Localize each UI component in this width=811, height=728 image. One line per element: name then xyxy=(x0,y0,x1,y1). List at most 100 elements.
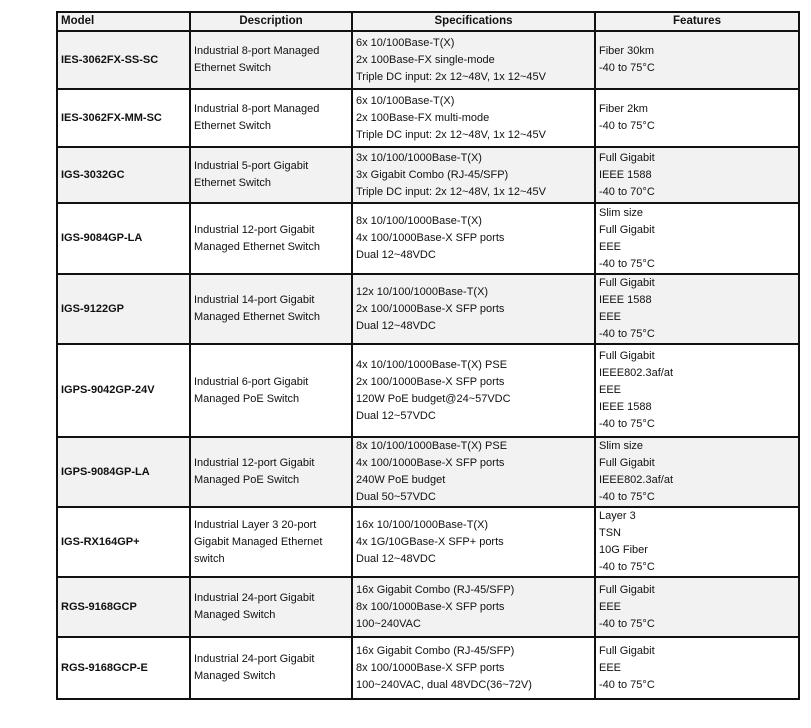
table-row: RGS-9168GCP Industrial 24-port Gigabit Ma… xyxy=(56,576,800,638)
spec-line: 16x Gigabit Combo (RJ-45/SFP) xyxy=(356,644,515,657)
spec-line: 16x 10/100/1000Base-T(X) xyxy=(356,518,489,531)
spec-line: 4x 10/100/1000Base-T(X) PSE xyxy=(356,358,508,371)
feature-line: Full Gigabit xyxy=(599,350,655,362)
features-cell: Full Gigabit IEEE 1588 EEE -40 to 75°C xyxy=(594,273,800,345)
specifications-cell: 8x 10/100/1000Base-T(X) 4x 100/1000Base-X… xyxy=(351,202,596,275)
table-row: IGPS-9084GP-LA Industrial 12-port Gigabit… xyxy=(56,436,800,508)
feature-line: -40 to 75°C xyxy=(599,257,655,270)
spec-line: 3x Gigabit Combo (RJ-45/SFP) xyxy=(356,168,509,181)
spec-line: 4x 100/1000Base-X SFP ports xyxy=(356,232,505,244)
feature-line: Fiber 30km xyxy=(599,45,655,57)
table-row: IGS-RX164GP+ Industrial Layer 3 20-port G… xyxy=(56,506,800,578)
spec-line: Dual 50~57VDC xyxy=(356,491,436,503)
spec-line: Dual 12~57VDC xyxy=(356,409,436,422)
table-row: IGS-3032GC Industrial 5-port Gigabit Ethe… xyxy=(56,146,800,204)
specifications-cell: 6x 10/100Base-T(X) 2x 100Base-FX multi-mo… xyxy=(351,88,596,148)
header-features: Features xyxy=(594,11,800,32)
spec-line: 8x 100/1000Base-X SFP ports xyxy=(356,661,505,674)
spec-line: 2x 100Base-FX single-mode xyxy=(356,53,495,66)
spec-line: Triple DC input: 2x 12~48V, 1x 12~45V xyxy=(356,185,546,198)
feature-line: Full Gigabit xyxy=(599,583,655,596)
model-cell: IGPS-9084GP-LA xyxy=(56,436,191,508)
feature-line: -40 to 75°C xyxy=(599,491,655,503)
feature-line: -40 to 75°C xyxy=(599,328,655,340)
spec-line: 2x 100Base-FX multi-mode xyxy=(356,111,490,124)
feature-line: Slim size xyxy=(599,440,644,452)
feature-line: EEE xyxy=(599,240,622,253)
feature-line: -40 to 75°C xyxy=(599,561,655,573)
feature-line: IEEE802.3af/at xyxy=(599,367,673,379)
model-cell: IGS-3032GC xyxy=(56,146,191,204)
description-cell: Industrial 6-port Gigabit Managed PoE Sw… xyxy=(189,343,353,438)
spec-line: Triple DC input: 2x 12~48V, 1x 12~45V xyxy=(356,128,546,141)
feature-line: -40 to 70°C xyxy=(599,185,655,198)
spec-line: 8x 10/100/1000Base-T(X) PSE xyxy=(356,440,508,452)
spec-line: 4x 1G/10GBase-X SFP+ ports xyxy=(356,535,504,548)
features-cell: Full Gigabit IEEE802.3af/at EEE IEEE 1588 -4… xyxy=(594,343,800,438)
feature-line: Full Gigabit xyxy=(599,277,655,289)
description-cell: Industrial Layer 3 20-port Gigabit Manag… xyxy=(189,506,353,578)
spec-line: Dual 12~48VDC xyxy=(356,249,436,261)
features-cell: Fiber 30km -40 to 75°C xyxy=(594,30,800,90)
specifications-cell: 4x 10/100/1000Base-T(X) PSE 2x 100/1000Ba… xyxy=(351,343,596,438)
description-cell: Industrial 12-port Gigabit Managed Ether… xyxy=(189,202,353,275)
spec-line: 6x 10/100Base-T(X) xyxy=(356,36,455,49)
table-row: IGS-9084GP-LA Industrial 12-port Gigabit … xyxy=(56,202,800,275)
feature-line: Layer 3 xyxy=(599,510,636,522)
specifications-cell: 16x Gigabit Combo (RJ-45/SFP) 8x 100/1000… xyxy=(351,576,596,638)
description-cell: Industrial 24-port Gigabit Managed Switc… xyxy=(189,636,353,700)
spec-line: 8x 100/1000Base-X SFP ports xyxy=(356,600,505,613)
description-cell: Industrial 14-port Gigabit Managed Ether… xyxy=(189,273,353,345)
feature-line: 10G Fiber xyxy=(599,544,648,556)
feature-line: IEEE 1588 xyxy=(599,168,652,181)
specifications-cell: 16x Gigabit Combo (RJ-45/SFP) 8x 100/1000… xyxy=(351,636,596,700)
model-cell: RGS-9168GCP xyxy=(56,576,191,638)
spec-line: 240W PoE budget xyxy=(356,474,446,486)
feature-line: IEEE 1588 xyxy=(599,401,652,413)
features-cell: Full Gigabit EEE -40 to 75°C xyxy=(594,636,800,700)
specifications-cell: 12x 10/100/1000Base-T(X) 2x 100/1000Base-… xyxy=(351,273,596,345)
specifications-cell: 3x 10/100/1000Base-T(X) 3x Gigabit Combo … xyxy=(351,146,596,204)
spec-line: 6x 10/100Base-T(X) xyxy=(356,94,455,107)
spec-line: 120W PoE budget@24~57VDC xyxy=(356,392,511,405)
spec-line: 2x 100/1000Base-X SFP ports xyxy=(356,375,505,388)
description-cell: Industrial 8-port Managed Ethernet Switc… xyxy=(189,30,353,90)
model-cell: IGPS-9042GP-24V xyxy=(56,343,191,438)
feature-line: -40 to 75°C xyxy=(599,62,655,74)
spec-line: 4x 100/1000Base-X SFP ports xyxy=(356,457,505,469)
feature-line: -40 to 75°C xyxy=(599,617,655,630)
specifications-cell: 16x 10/100/1000Base-T(X) 4x 1G/10GBase-X … xyxy=(351,506,596,578)
features-cell: Slim size Full Gigabit IEEE802.3af/at -40 t… xyxy=(594,436,800,508)
header-description: Description xyxy=(189,11,353,32)
table-row: IGS-9122GP Industrial 14-port Gigabit Man… xyxy=(56,273,800,345)
feature-line: IEEE802.3af/at xyxy=(599,474,673,486)
feature-line: -40 to 75°C xyxy=(599,678,655,691)
table-row: IGPS-9042GP-24V Industrial 6-port Gigabit… xyxy=(56,343,800,438)
spec-line: 100~240VAC xyxy=(356,617,421,630)
spec-line: Dual 12~48VDC xyxy=(356,319,436,332)
features-cell: Slim size Full Gigabit EEE -40 to 75°C xyxy=(594,202,800,275)
description-cell: Industrial 5-port Gigabit Ethernet Switc… xyxy=(189,146,353,204)
product-comparison-table: Model Description Specifications Feature… xyxy=(56,11,800,700)
description-cell: Industrial 8-port Managed Ethernet Switc… xyxy=(189,88,353,148)
spec-line: 3x 10/100/1000Base-T(X) xyxy=(356,151,482,164)
features-cell: Full Gigabit IEEE 1588 -40 to 70°C xyxy=(594,146,800,204)
feature-line: -40 to 75°C xyxy=(599,120,655,132)
description-cell: Industrial 12-port Gigabit Managed PoE S… xyxy=(189,436,353,508)
spec-line: Triple DC input: 2x 12~48V, 1x 12~45V xyxy=(356,70,546,83)
features-cell: Full Gigabit EEE -40 to 75°C xyxy=(594,576,800,638)
spec-line: 8x 10/100/1000Base-T(X) xyxy=(356,215,482,227)
feature-line: IEEE 1588 xyxy=(599,294,652,306)
description-cell: Industrial 24-port Gigabit Managed Switc… xyxy=(189,576,353,638)
feature-line: TSN xyxy=(599,527,621,539)
header-specifications: Specifications xyxy=(351,11,596,32)
feature-line: EEE xyxy=(599,661,622,674)
model-cell: IGS-9122GP xyxy=(56,273,191,345)
specifications-cell: 6x 10/100Base-T(X) 2x 100Base-FX single-m… xyxy=(351,30,596,90)
header-model: Model xyxy=(56,11,191,32)
spec-line: 16x Gigabit Combo (RJ-45/SFP) xyxy=(356,583,515,596)
spec-line: 100~240VAC, dual 48VDC(36~72V) xyxy=(356,678,532,691)
feature-line: EEE xyxy=(599,600,622,613)
features-cell: Fiber 2km -40 to 75°C xyxy=(594,88,800,148)
feature-line: -40 to 75°C xyxy=(599,418,655,430)
